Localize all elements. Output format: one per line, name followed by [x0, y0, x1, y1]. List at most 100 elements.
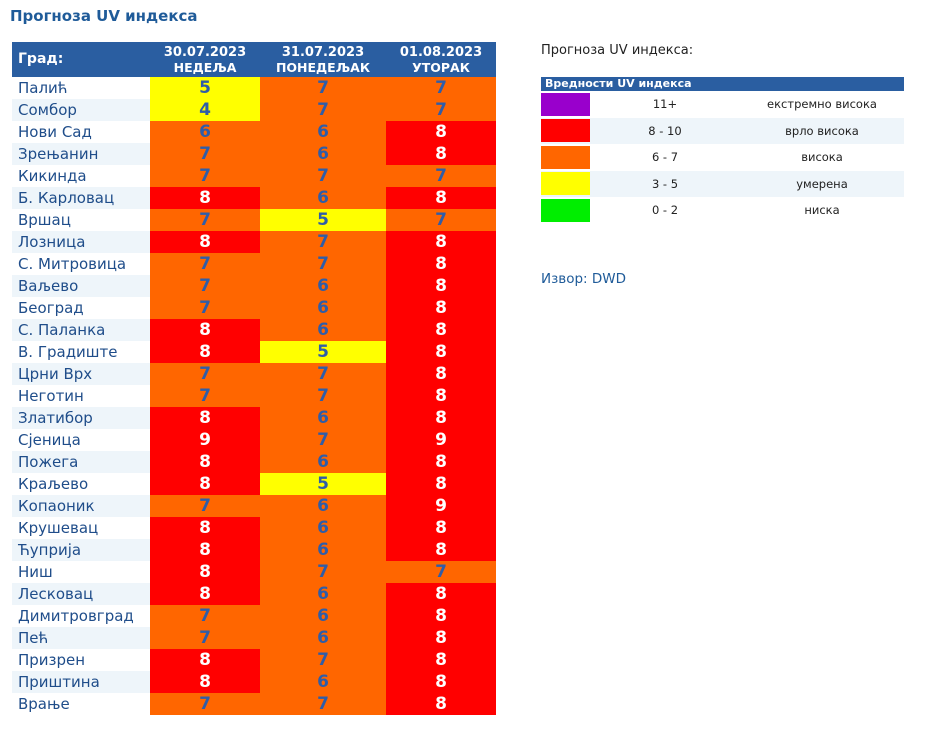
- table-row: С. Паланка 8 6 8: [12, 319, 496, 341]
- city-name: Зрењанин: [12, 143, 150, 165]
- city-name: Ниш: [12, 561, 150, 583]
- table-row: Б. Карловац 8 6 8: [12, 187, 496, 209]
- city-name: Нови Сад: [12, 121, 150, 143]
- legend-header: Вредности UV индекса: [541, 77, 904, 91]
- table-row: Златибор 8 6 8: [12, 407, 496, 429]
- table-row: Нови Сад 6 6 8: [12, 121, 496, 143]
- uv-value-cell: 7: [150, 605, 260, 627]
- uv-value-cell: 8: [386, 231, 496, 253]
- legend-item: 8 - 10 врло висока: [541, 117, 904, 144]
- legend-item: 6 - 7 висока: [541, 144, 904, 171]
- uv-value-cell: 8: [150, 473, 260, 495]
- uv-value-cell: 8: [150, 517, 260, 539]
- legend-item: 3 - 5 умерена: [541, 170, 904, 197]
- table-row: Призрен 8 7 8: [12, 649, 496, 671]
- uv-value-cell: 8: [150, 671, 260, 693]
- uv-value-cell: 7: [260, 77, 386, 99]
- uv-value-cell: 6: [260, 605, 386, 627]
- uv-value-cell: 7: [260, 165, 386, 187]
- city-name: Приштина: [12, 671, 150, 693]
- uv-value-cell: 8: [150, 539, 260, 561]
- day-column-header: 31.07.2023 ПОНЕДЕЉАК: [260, 42, 386, 77]
- uv-value-cell: 8: [386, 275, 496, 297]
- uv-value-cell: 7: [150, 297, 260, 319]
- day-date: 31.07.2023: [281, 44, 365, 60]
- legend-level: умерена: [796, 176, 848, 191]
- uv-value-cell: 8: [386, 385, 496, 407]
- uv-value-cell: 6: [260, 275, 386, 297]
- day-weekday: УТОРАК: [412, 59, 470, 75]
- uv-value-cell: 8: [386, 583, 496, 605]
- uv-value-cell: 8: [386, 187, 496, 209]
- table-row: Врање 7 7 8: [12, 693, 496, 715]
- legend-range: 0 - 2: [651, 203, 679, 218]
- source-note: Извор: DWD: [541, 271, 627, 287]
- uv-value-cell: 7: [386, 165, 496, 187]
- uv-value-cell: 9: [386, 495, 496, 517]
- uv-value-cell: 8: [386, 693, 496, 715]
- table-row: Димитровград 7 6 8: [12, 605, 496, 627]
- uv-value-cell: 7: [260, 561, 386, 583]
- legend-color-swatch: [541, 92, 590, 116]
- uv-value-cell: 6: [260, 121, 386, 143]
- legend-range: 3 - 5: [651, 176, 679, 191]
- legend-color-swatch: [541, 119, 590, 143]
- day-date: 01.08.2023: [399, 44, 483, 60]
- table-row: Зрењанин 7 6 8: [12, 143, 496, 165]
- city-name: Лозница: [12, 231, 150, 253]
- table-row: Сјеница 9 7 9: [12, 429, 496, 451]
- uv-value-cell: 7: [260, 649, 386, 671]
- city-name: В. Градиште: [12, 341, 150, 363]
- uv-value-cell: 8: [386, 539, 496, 561]
- uv-value-cell: 8: [386, 121, 496, 143]
- uv-value-cell: 7: [386, 561, 496, 583]
- city-column-header: Град:: [12, 42, 150, 77]
- uv-value-cell: 7: [260, 693, 386, 715]
- uv-value-cell: 7: [150, 165, 260, 187]
- city-name: Сомбор: [12, 99, 150, 121]
- uv-value-cell: 6: [260, 539, 386, 561]
- uv-value-cell: 8: [150, 561, 260, 583]
- city-name: Копаоник: [12, 495, 150, 517]
- table-row: Пећ 7 6 8: [12, 627, 496, 649]
- city-name: Лесковац: [12, 583, 150, 605]
- uv-value-cell: 7: [150, 143, 260, 165]
- table-row: Приштина 8 6 8: [12, 671, 496, 693]
- uv-value-cell: 6: [150, 121, 260, 143]
- city-name: Ћуприја: [12, 539, 150, 561]
- uv-value-cell: 7: [386, 209, 496, 231]
- legend-level: висока: [801, 150, 843, 165]
- uv-value-cell: 7: [260, 385, 386, 407]
- uv-value-cell: 7: [150, 275, 260, 297]
- table-row: Крушевац 8 6 8: [12, 517, 496, 539]
- uv-value-cell: 8: [150, 583, 260, 605]
- city-name: Београд: [12, 297, 150, 319]
- uv-value-cell: 6: [260, 451, 386, 473]
- table-row: Неготин 7 7 8: [12, 385, 496, 407]
- uv-value-cell: 6: [260, 407, 386, 429]
- city-name: Неготин: [12, 385, 150, 407]
- city-name: Крушевац: [12, 517, 150, 539]
- uv-value-cell: 7: [150, 627, 260, 649]
- table-row: Пожега 8 6 8: [12, 451, 496, 473]
- uv-value-cell: 7: [150, 385, 260, 407]
- uv-value-cell: 7: [150, 253, 260, 275]
- uv-value-cell: 8: [386, 451, 496, 473]
- city-name: Врање: [12, 693, 150, 715]
- uv-value-cell: 9: [386, 429, 496, 451]
- legend-color-swatch: [541, 198, 590, 222]
- uv-value-cell: 8: [386, 605, 496, 627]
- city-name: Краљево: [12, 473, 150, 495]
- uv-value-cell: 8: [386, 517, 496, 539]
- uv-value-cell: 8: [386, 627, 496, 649]
- table-row: Црни Врх 7 7 8: [12, 363, 496, 385]
- table-row: Копаоник 7 6 9: [12, 495, 496, 517]
- uv-value-cell: 8: [150, 231, 260, 253]
- uv-value-cell: 6: [260, 495, 386, 517]
- uv-value-cell: 8: [386, 341, 496, 363]
- table-row: Београд 7 6 8: [12, 297, 496, 319]
- uv-forecast-table: Град: 30.07.2023 НЕДЕЉА 31.07.2023 ПОНЕД…: [12, 42, 496, 715]
- uv-value-cell: 5: [260, 341, 386, 363]
- day-date: 30.07.2023: [163, 44, 247, 60]
- day-weekday: ПОНЕДЕЉАК: [275, 59, 371, 75]
